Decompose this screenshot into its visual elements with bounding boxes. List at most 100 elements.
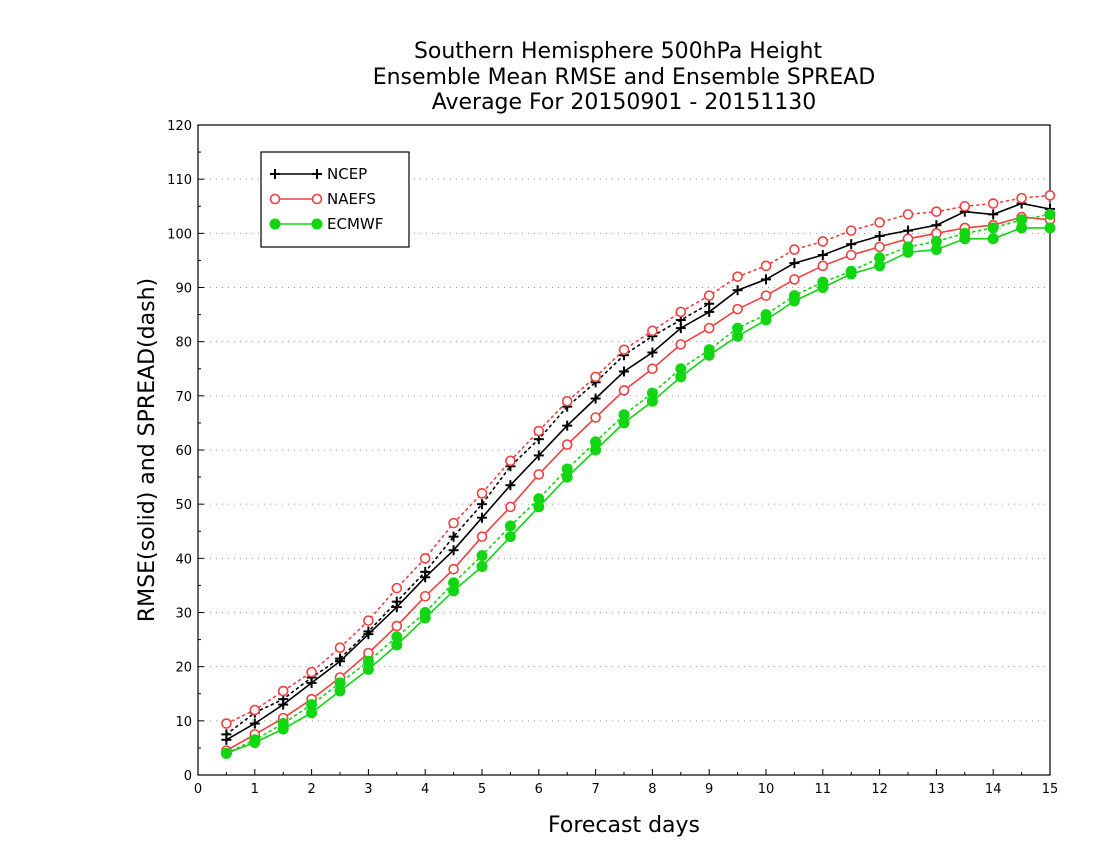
rmse-point-naefs: [760, 290, 772, 301]
rmse-point-ecmwf: [845, 268, 857, 280]
series-ncep: [221, 198, 1055, 745]
rmse-point-ecmwf: [788, 295, 800, 307]
rmse-point-ecmwf: [561, 471, 573, 483]
spread-point-naefs: [476, 488, 488, 499]
series-naefs: [221, 190, 1056, 756]
rmse-point-naefs: [476, 531, 488, 542]
legend-marker-ncep: [270, 169, 280, 179]
rmse-point-naefs: [533, 469, 545, 480]
y-tick-label: 120: [167, 119, 192, 134]
rmse-point-ecmwf: [220, 747, 232, 759]
x-tick-label: 0: [194, 782, 202, 797]
y-tick-label: 30: [175, 607, 192, 622]
chart-title-group: Southern Hemisphere 500hPa Height Ensemb…: [373, 39, 876, 115]
spread-point-naefs: [334, 642, 346, 654]
legend-marker-ecmwf: [269, 218, 281, 230]
y-tick-label: 20: [175, 661, 192, 676]
rmse-point-ecmwf: [930, 244, 942, 256]
spread-point-naefs: [505, 455, 516, 467]
rmse-point-ecmwf: [902, 246, 914, 258]
spread-point-naefs: [987, 198, 999, 209]
spread-line-naefs: [225, 194, 1051, 725]
rmse-point-naefs: [845, 249, 857, 261]
x-tick-label: 5: [478, 782, 486, 797]
spread-point-naefs: [618, 344, 630, 356]
x-tick-label: 7: [591, 782, 599, 797]
rmse-point-ecmwf: [277, 723, 289, 735]
spread-point-naefs: [1044, 190, 1056, 201]
x-tick-label: 1: [251, 782, 259, 797]
rmse-point-ncep: [221, 734, 232, 745]
rmse-point-naefs: [817, 260, 829, 272]
rmse-point-ncep: [732, 285, 743, 296]
x-tick-label: 14: [985, 782, 1002, 797]
rmse-point-ecmwf: [419, 612, 431, 624]
spread-point-ecmwf: [504, 520, 516, 532]
rmse-line-ecmwf: [226, 227, 1050, 755]
x-tick-label: 13: [928, 782, 945, 797]
rmse-point-ncep: [448, 545, 459, 556]
rmse-line-naefs: [226, 216, 1051, 752]
tick-labels: 0 1 2 3 4 5 6 7 8 9 10 11 12 13 14 15010203040506070809…: [167, 119, 1058, 797]
chart-title-line-2: Ensemble Mean RMSE and Ensemble SPREAD: [373, 65, 876, 90]
x-axis-label: Forecast days: [548, 813, 700, 838]
legend-label-ecmwf: ECMWF: [327, 215, 383, 233]
rmse-point-ncep: [675, 323, 686, 334]
rmse-point-ncep: [533, 450, 544, 461]
x-tick-label: 12: [871, 782, 888, 797]
spread-point-ncep: [477, 499, 487, 510]
rmse-point-naefs: [874, 241, 885, 253]
rmse-point-ecmwf: [987, 233, 999, 245]
spread-point-ecmwf: [1044, 208, 1056, 220]
series-group: [220, 190, 1056, 759]
rmse-point-naefs: [647, 363, 658, 375]
rmse-point-ncep: [846, 239, 857, 250]
rmse-point-naefs: [391, 620, 403, 632]
rmse-point-ncep: [306, 677, 317, 688]
rmse-point-ecmwf: [760, 314, 772, 326]
rmse-point-ecmwf: [646, 395, 658, 407]
rmse-point-ncep: [477, 512, 487, 523]
rmse-point-ecmwf: [1016, 222, 1028, 234]
x-tick-label: 15: [1042, 782, 1059, 797]
spread-point-naefs: [874, 217, 885, 228]
y-tick-label: 60: [175, 444, 192, 459]
rmse-point-ecmwf: [504, 531, 516, 543]
spread-point-naefs: [817, 236, 829, 247]
spread-point-naefs: [931, 206, 942, 217]
spread-line-ecmwf: [225, 213, 1051, 755]
rmse-point-ncep: [874, 231, 885, 242]
spread-point-naefs: [419, 553, 431, 564]
rmse-point-naefs: [732, 303, 743, 315]
x-tick-label: 9: [705, 782, 713, 797]
spread-point-naefs: [561, 395, 573, 407]
spread-point-naefs: [703, 290, 715, 301]
rmse-point-ncep: [505, 480, 516, 491]
spread-point-naefs: [221, 718, 232, 729]
spread-point-naefs: [959, 200, 971, 212]
rmse-point-ncep: [619, 366, 629, 377]
x-tick-label: 4: [421, 782, 429, 797]
legend-item-ecmwf: ECMWF: [269, 215, 383, 233]
y-tick-label: 90: [175, 282, 192, 297]
y-tick-label: 40: [175, 552, 192, 567]
rmse-point-ecmwf: [476, 560, 488, 572]
rmse-point-naefs: [419, 590, 431, 602]
rmse-point-ncep: [335, 656, 345, 667]
x-tick-label: 11: [815, 782, 832, 797]
rmse-point-ncep: [391, 602, 402, 613]
rmse-point-ecmwf: [618, 417, 630, 429]
rmse-point-ecmwf: [874, 260, 886, 272]
y-axis-label: RMSE(solid) and SPREAD(dash): [135, 278, 160, 622]
y-tick-label: 100: [167, 227, 192, 242]
legend-item-naefs: NAEFS: [269, 190, 376, 208]
rmse-point-naefs: [618, 385, 630, 396]
legend-marker-naefs: [311, 193, 323, 205]
spread-point-naefs: [306, 666, 317, 678]
legend-marker-naefs: [269, 193, 281, 205]
spread-point-naefs: [533, 425, 545, 437]
rmse-point-ncep: [562, 420, 573, 431]
rmse-line-ncep: [226, 202, 1051, 741]
chart-title-line-3: Average For 20150901 - 20151130: [432, 90, 817, 115]
